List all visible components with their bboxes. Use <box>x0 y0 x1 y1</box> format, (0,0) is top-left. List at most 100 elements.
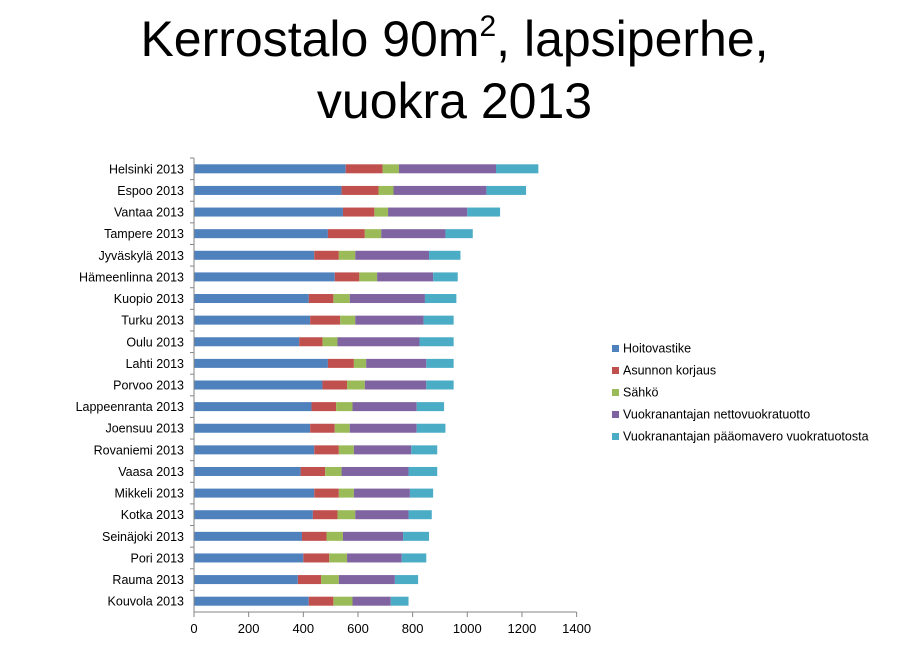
bar-segment <box>349 423 417 433</box>
bar-segment <box>194 553 304 563</box>
bar-segment <box>194 315 311 325</box>
bar-segment <box>388 207 468 217</box>
bar-segment <box>314 250 339 260</box>
bar-segment <box>341 466 409 476</box>
bar-segment <box>334 272 360 282</box>
category-label: Seinäjoki 2013 <box>102 530 184 544</box>
category-label: Kotka 2013 <box>121 508 184 522</box>
chart-title-line-1: Kerrostalo 90m2, lapsiperhe, <box>140 10 769 67</box>
bar-segment <box>381 229 446 239</box>
category-label: Rovaniemi 2013 <box>94 443 184 457</box>
bar-segment <box>338 445 354 455</box>
category-label: Rauma 2013 <box>112 573 184 587</box>
bar-segment <box>352 402 417 412</box>
bar-segment <box>338 488 354 498</box>
bar-segment <box>322 337 338 347</box>
bar-segment <box>314 488 339 498</box>
axes <box>190 157 578 617</box>
bar-segment <box>327 229 365 239</box>
bar-segment <box>299 337 323 347</box>
bar-segment <box>194 207 343 217</box>
bar-segment <box>366 358 427 368</box>
bar-segment <box>336 402 353 412</box>
category-label: Helsinki 2013 <box>109 162 184 176</box>
bar-segment <box>314 445 339 455</box>
bar-segment <box>408 510 432 520</box>
bar-segment <box>310 423 335 433</box>
x-tick-label: 1200 <box>507 621 536 636</box>
x-tick-label: 400 <box>292 621 314 636</box>
bar-segment <box>321 575 339 585</box>
bar-segment <box>419 337 454 347</box>
bar-segment <box>334 423 350 433</box>
bar-segment <box>433 272 458 282</box>
bar-segment <box>353 445 412 455</box>
bar-segment <box>327 358 354 368</box>
bar-segment <box>329 553 348 563</box>
x-tick-label: 0 <box>190 621 197 636</box>
bar-segment <box>394 575 419 585</box>
bar-segment <box>194 423 311 433</box>
legend-label: Vuokranantajan pääomavero vuokratuotosta <box>623 430 869 444</box>
category-label: Oulu 2013 <box>126 335 184 349</box>
legend-swatch <box>612 345 619 352</box>
legend-swatch <box>612 389 619 396</box>
bar-segment <box>194 294 309 304</box>
category-label: Pori 2013 <box>130 551 184 565</box>
bar-segment <box>416 423 446 433</box>
bar-segment <box>194 466 301 476</box>
bar-segment <box>322 380 348 390</box>
bar-segment <box>194 164 346 174</box>
category-label: Jyväskylä 2013 <box>99 249 185 263</box>
x-tick-label: 1400 <box>562 621 591 636</box>
bar-segment <box>338 575 395 585</box>
chart-title: Kerrostalo 90m2, lapsiperhe, vuokra 2013 <box>0 8 909 132</box>
bar-segment <box>445 229 473 239</box>
legend-swatch <box>612 433 619 440</box>
legend-swatch <box>612 367 619 374</box>
bar-segment <box>408 466 438 476</box>
bar-segment <box>194 272 335 282</box>
category-label: Joensuu 2013 <box>105 422 184 436</box>
bars <box>194 164 539 606</box>
bar-segment <box>390 596 409 606</box>
legend: Hoitovastike Asunnon korjaus Sähkö Vuokrana… <box>612 342 869 444</box>
bar-segment <box>194 596 309 606</box>
bar-segment <box>312 510 338 520</box>
category-label: Vaasa 2013 <box>118 465 184 479</box>
bar-segment <box>308 596 334 606</box>
legend-label: Hoitovastike <box>623 342 691 356</box>
bar-segment <box>355 510 409 520</box>
category-label: Kouvola 2013 <box>108 595 185 609</box>
bar-segment <box>349 294 425 304</box>
bar-segment <box>300 466 326 476</box>
bar-segment <box>359 272 378 282</box>
x-tick-label: 600 <box>347 621 369 636</box>
bar-segment <box>311 402 337 412</box>
bar-segment <box>194 488 315 498</box>
category-label: Porvoo 2013 <box>113 379 184 393</box>
category-label: Espoo 2013 <box>117 184 184 198</box>
chart-title-line-2: vuokra 2013 <box>316 73 593 129</box>
legend-swatch <box>612 411 619 418</box>
bar-segment <box>409 488 434 498</box>
category-labels: Helsinki 2013 Espoo 2013 Vantaa 2013 Tamper… <box>76 162 184 608</box>
bar-segment <box>194 575 298 585</box>
bar-segment <box>325 466 342 476</box>
bar-segment <box>403 531 430 541</box>
bar-segment <box>401 553 427 563</box>
bar-segment <box>382 164 399 174</box>
category-label: Lahti 2013 <box>126 357 184 371</box>
bar-segment <box>337 337 420 347</box>
bar-segment <box>364 380 427 390</box>
bar-segment <box>194 185 342 195</box>
bar-segment <box>194 445 315 455</box>
category-label: Hämeenlinna 2013 <box>79 270 184 284</box>
x-tick-label: 1000 <box>453 621 482 636</box>
bar-segment <box>297 575 322 585</box>
bar-segment <box>429 250 461 260</box>
category-label: Mikkeli 2013 <box>115 487 185 501</box>
bar-segment <box>393 185 487 195</box>
bar-segment <box>345 164 383 174</box>
bar-segment <box>326 531 343 541</box>
